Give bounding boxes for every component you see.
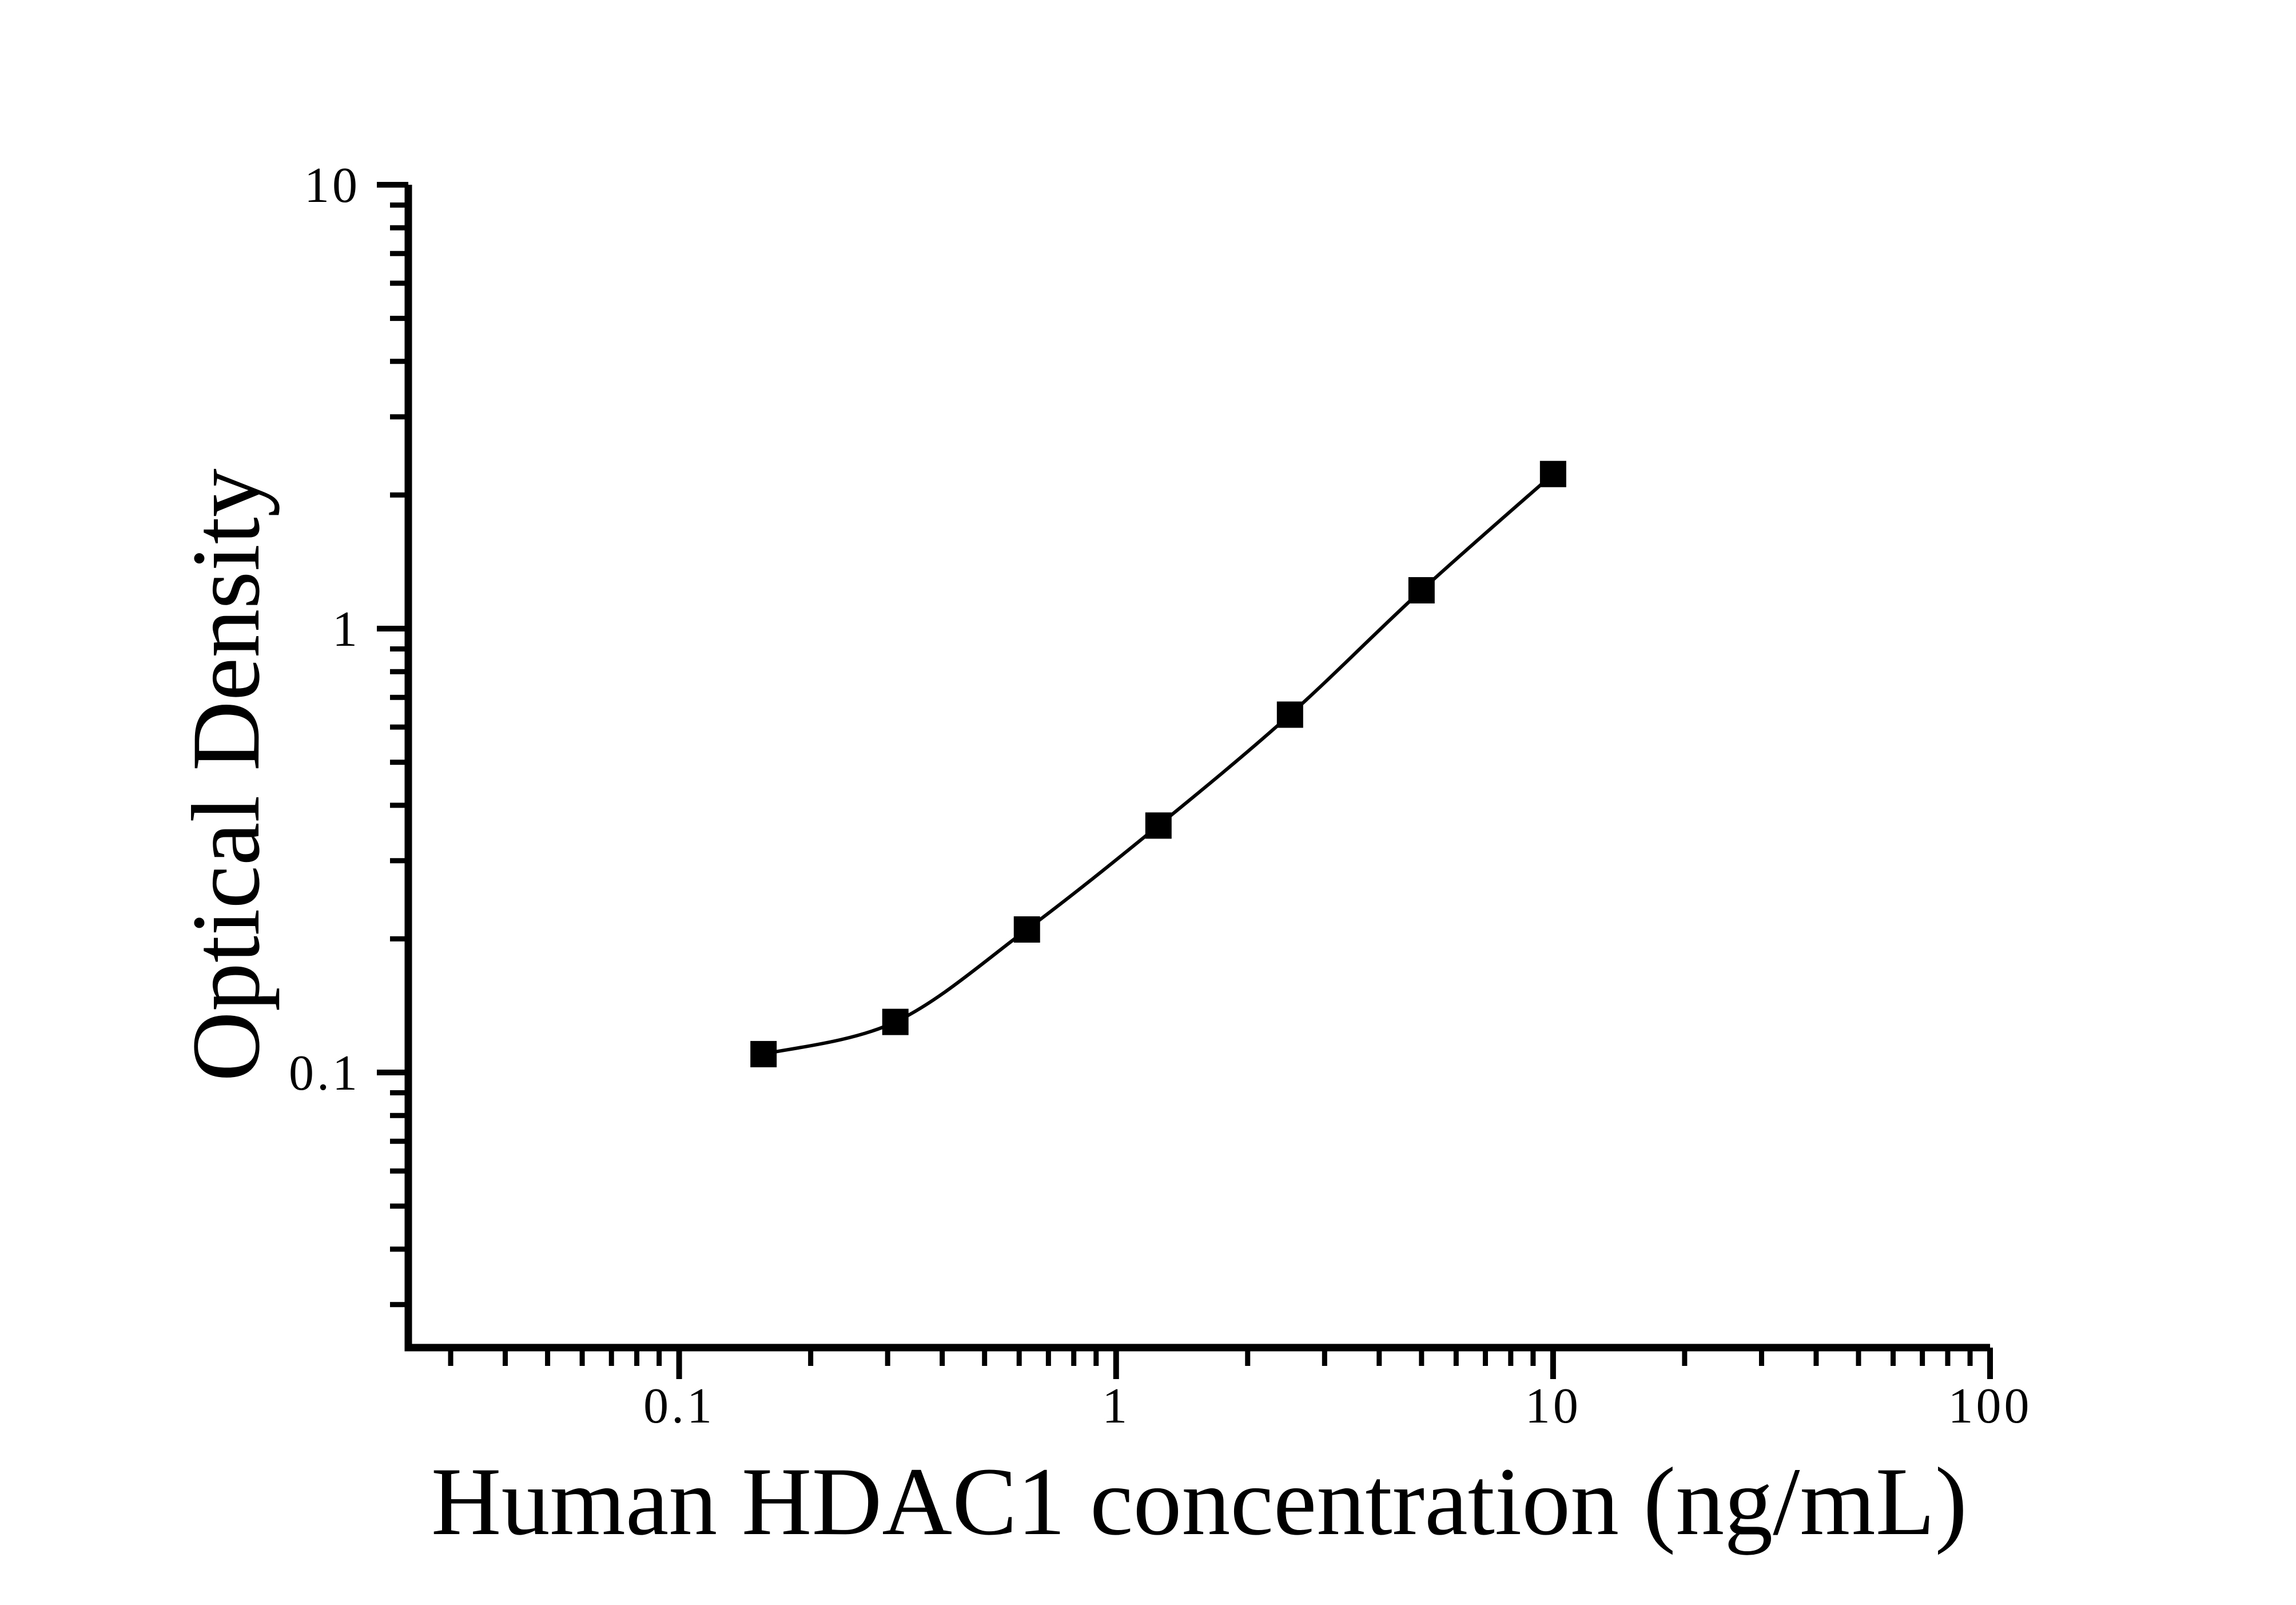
data-point-marker (1013, 916, 1040, 943)
axis-spines (404, 185, 1990, 1352)
data-point-marker (882, 1008, 909, 1035)
x-axis-title: Human HDAC1 concentration (ng/mL) (431, 1448, 1968, 1555)
y-tick-label: 0.1 (289, 1046, 360, 1101)
x-tick-label: 0.1 (643, 1378, 715, 1434)
x-tick-label: 10 (1525, 1378, 1581, 1434)
data-point-marker (1408, 577, 1435, 603)
x-tick-label: 100 (1948, 1378, 2032, 1434)
data-point-marker (1276, 701, 1303, 728)
y-tick-label: 1 (332, 602, 360, 657)
data-point-marker (1539, 460, 1566, 487)
y-axis-title: Optical Density (172, 468, 280, 1082)
y-tick-label: 10 (304, 158, 360, 213)
data-point-marker (750, 1040, 777, 1067)
x-tick-label: 1 (1102, 1378, 1130, 1434)
curve-line (763, 472, 1554, 1056)
data-point-marker (1145, 812, 1172, 839)
